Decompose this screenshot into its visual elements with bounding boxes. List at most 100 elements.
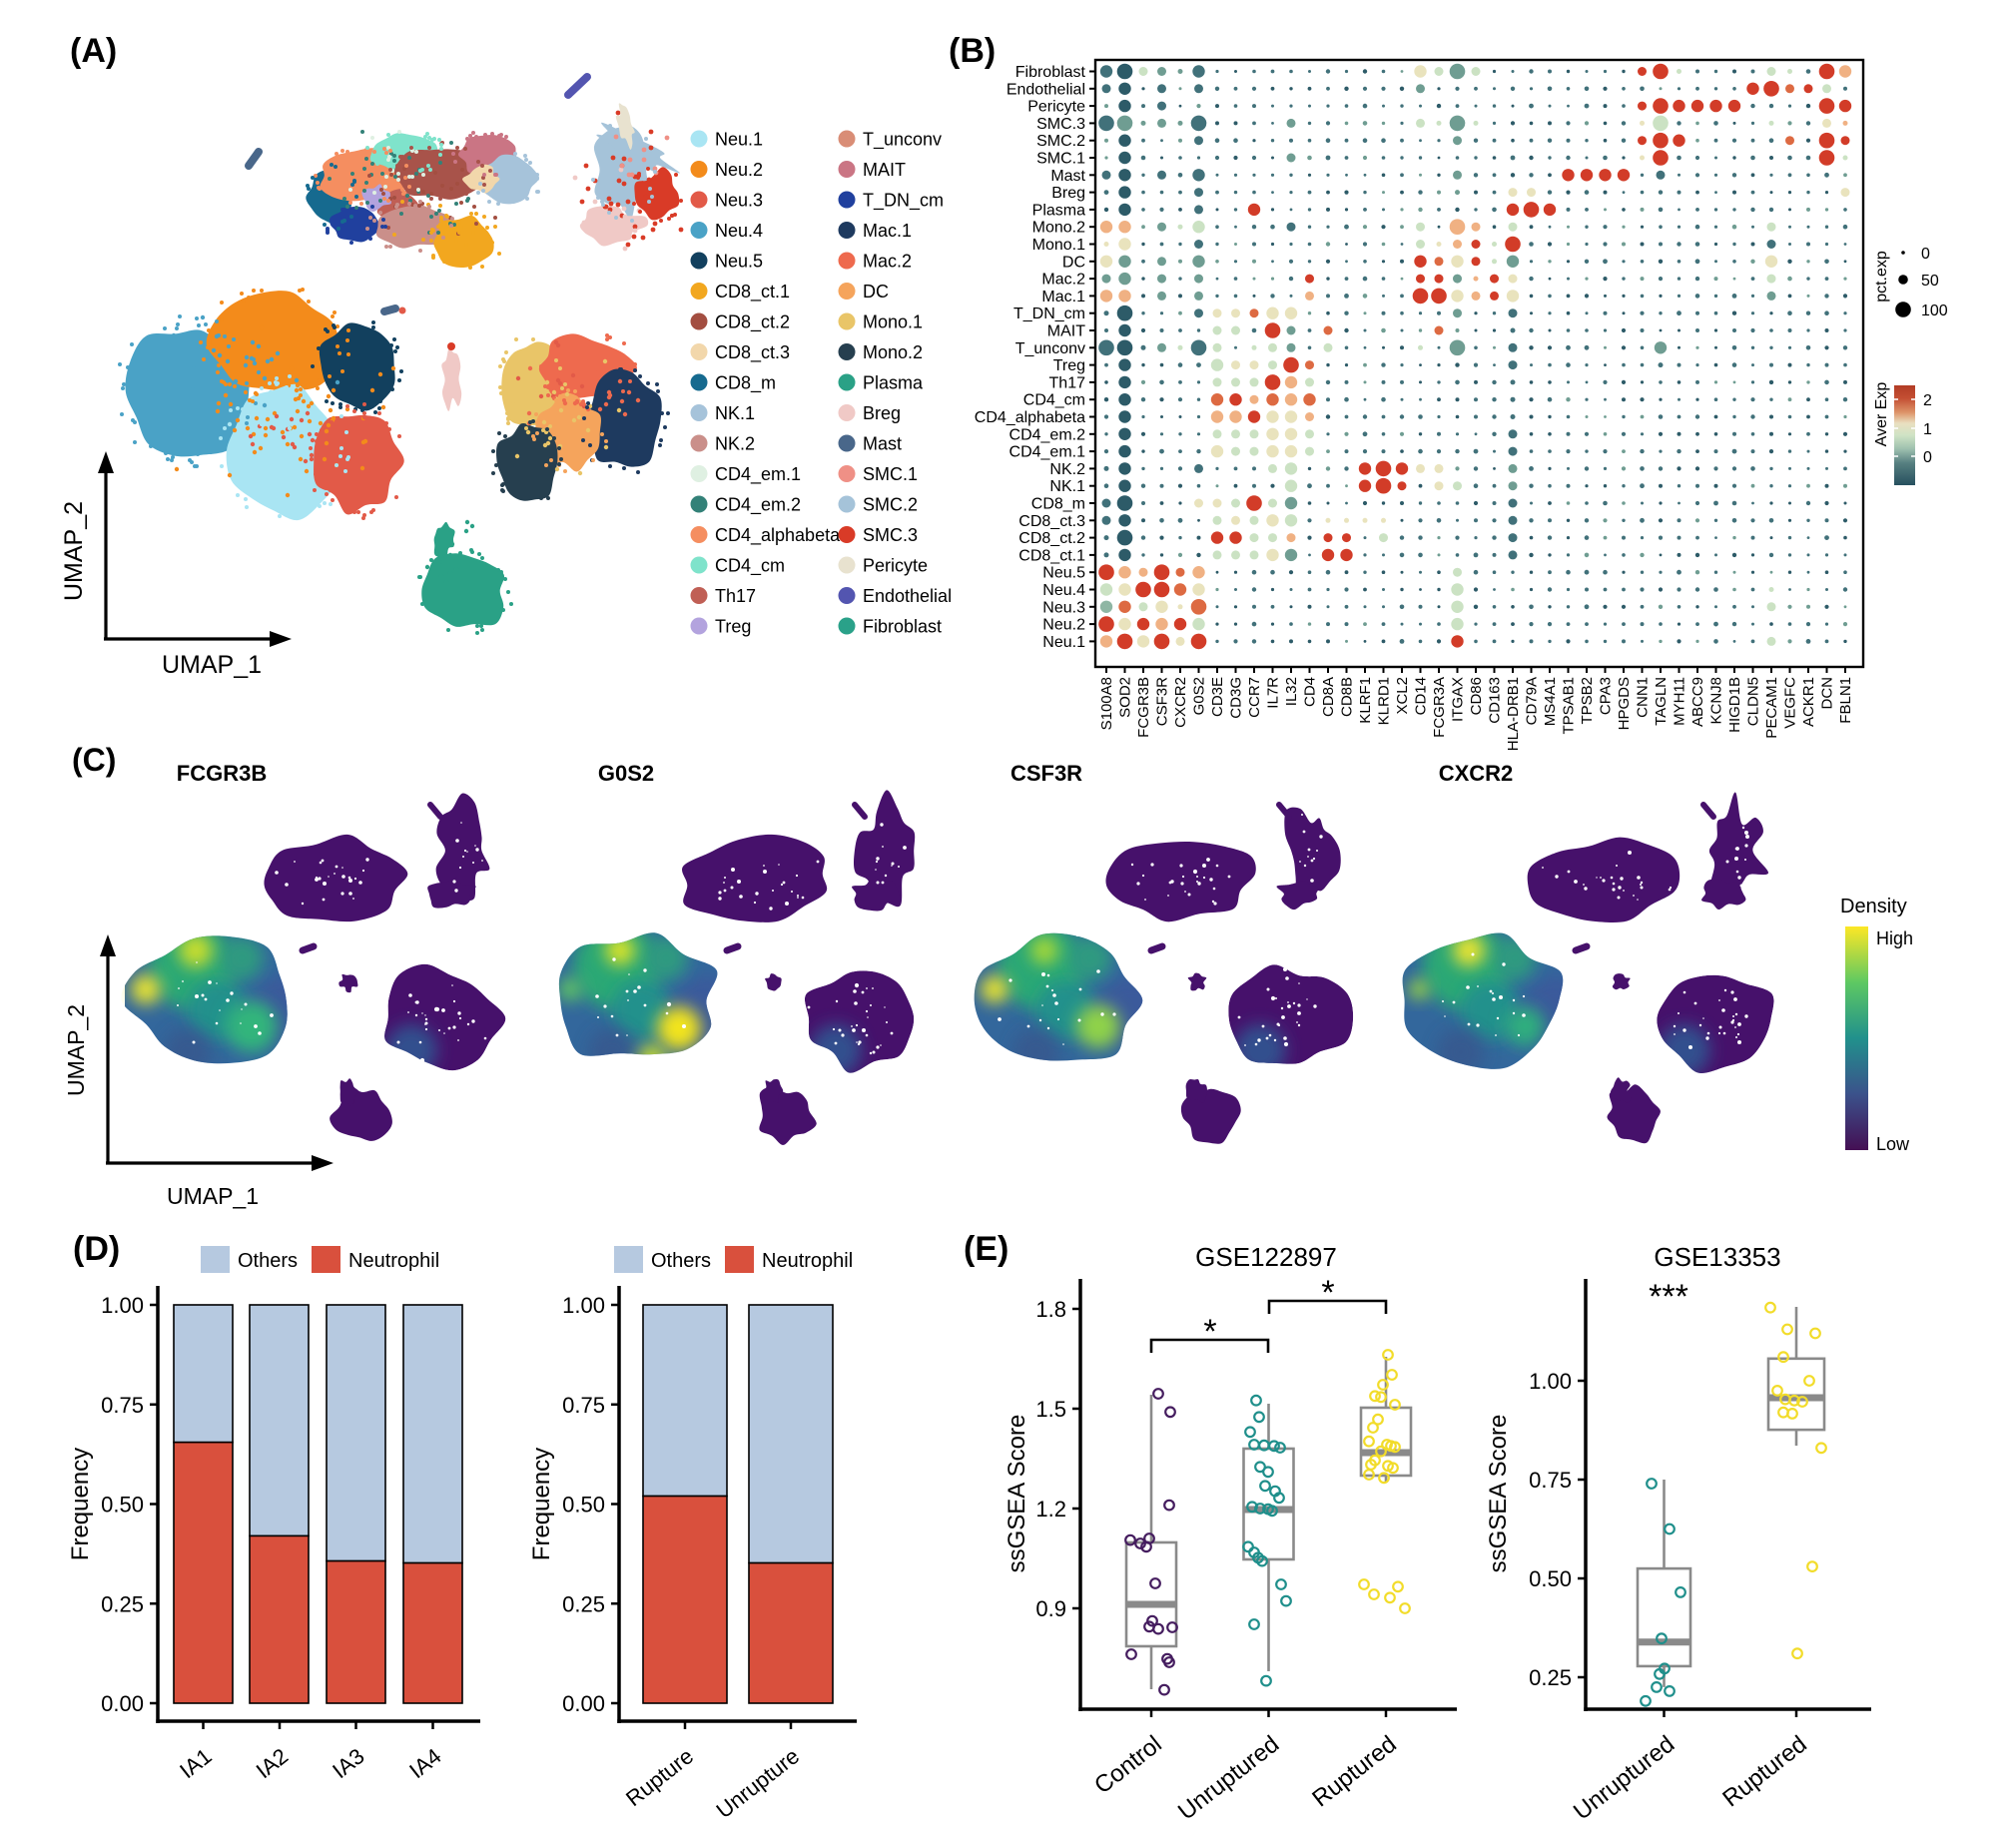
svg-text:CD4_em.1: CD4_em.1 bbox=[715, 464, 801, 485]
svg-text:CXCR2: CXCR2 bbox=[1172, 677, 1189, 728]
svg-text:TPSAB1: TPSAB1 bbox=[1561, 677, 1578, 735]
svg-text:1.00: 1.00 bbox=[1529, 1369, 1572, 1394]
svg-text:Neu.5: Neu.5 bbox=[1042, 565, 1085, 582]
svg-text:CD8_ct.3: CD8_ct.3 bbox=[1018, 513, 1085, 530]
svg-text:VEGFC: VEGFC bbox=[1782, 677, 1799, 729]
svg-text:Fibroblast: Fibroblast bbox=[1015, 64, 1086, 81]
svg-text:1.2: 1.2 bbox=[1035, 1497, 1066, 1522]
svg-text:CLDN5: CLDN5 bbox=[1745, 677, 1762, 726]
svg-text:(A): (A) bbox=[70, 32, 117, 70]
svg-text:FCGR3A: FCGR3A bbox=[1431, 677, 1448, 738]
svg-text:Fibroblast: Fibroblast bbox=[863, 617, 942, 637]
svg-text:0.50: 0.50 bbox=[562, 1493, 605, 1518]
svg-text:XCL2: XCL2 bbox=[1394, 677, 1411, 715]
svg-text:0.75: 0.75 bbox=[101, 1393, 144, 1418]
svg-text:0.25: 0.25 bbox=[562, 1591, 605, 1616]
svg-text:0.50: 0.50 bbox=[1529, 1566, 1572, 1591]
svg-text:SMC.1: SMC.1 bbox=[863, 464, 918, 484]
svg-text:T_unconv: T_unconv bbox=[863, 130, 942, 151]
svg-text:CD3G: CD3G bbox=[1228, 677, 1245, 719]
svg-text:SMC.2: SMC.2 bbox=[863, 495, 918, 515]
svg-text:Pericyte: Pericyte bbox=[1027, 99, 1085, 116]
svg-text:1.8: 1.8 bbox=[1035, 1297, 1066, 1322]
svg-text:PECAM1: PECAM1 bbox=[1763, 677, 1780, 739]
svg-text:CD86: CD86 bbox=[1468, 677, 1485, 715]
svg-text:KCNJ8: KCNJ8 bbox=[1708, 677, 1725, 725]
svg-text:Neu.3: Neu.3 bbox=[1042, 599, 1085, 616]
svg-text:T_DN_cm: T_DN_cm bbox=[1013, 305, 1085, 322]
svg-text:Breg: Breg bbox=[863, 403, 901, 423]
svg-text:100: 100 bbox=[1921, 303, 1948, 319]
svg-text:T_DN_cm: T_DN_cm bbox=[863, 191, 944, 212]
svg-text:2: 2 bbox=[1923, 392, 1932, 409]
svg-text:CD79A: CD79A bbox=[1524, 677, 1541, 725]
svg-text:SOD2: SOD2 bbox=[1117, 677, 1134, 718]
svg-text:1: 1 bbox=[1923, 421, 1932, 438]
svg-text:CD4_em.2: CD4_em.2 bbox=[1009, 426, 1086, 443]
svg-text:ITGAX: ITGAX bbox=[1450, 677, 1467, 722]
svg-text:Neu.4: Neu.4 bbox=[1042, 582, 1085, 599]
svg-text:NK.2: NK.2 bbox=[715, 434, 755, 454]
svg-text:UMAP_1: UMAP_1 bbox=[167, 1183, 259, 1209]
svg-text:Mono.1: Mono.1 bbox=[1032, 237, 1085, 254]
svg-text:CD4_alphabeta: CD4_alphabeta bbox=[975, 409, 1085, 426]
svg-text:TAGLN: TAGLN bbox=[1653, 677, 1670, 726]
svg-text:(C): (C) bbox=[72, 742, 116, 778]
svg-text:DCN: DCN bbox=[1819, 677, 1836, 710]
svg-text:SMC.3: SMC.3 bbox=[1036, 116, 1085, 133]
svg-text:Neu.2: Neu.2 bbox=[1042, 617, 1085, 634]
svg-text:0.9: 0.9 bbox=[1035, 1596, 1066, 1621]
svg-text:SMC.1: SMC.1 bbox=[1036, 151, 1085, 168]
svg-text:NK.1: NK.1 bbox=[1049, 478, 1085, 495]
svg-text:Plasma: Plasma bbox=[863, 373, 924, 393]
svg-text:CXCR2: CXCR2 bbox=[1439, 761, 1514, 786]
svg-text:CD8_m: CD8_m bbox=[715, 373, 776, 394]
svg-text:CD8_ct.1: CD8_ct.1 bbox=[715, 282, 790, 303]
svg-text:UMAP_1: UMAP_1 bbox=[162, 651, 262, 679]
svg-text:Neu.4: Neu.4 bbox=[715, 221, 763, 241]
svg-text:T_unconv: T_unconv bbox=[1015, 340, 1085, 357]
svg-text:IL7R: IL7R bbox=[1265, 677, 1282, 709]
svg-text:CD163: CD163 bbox=[1487, 677, 1504, 724]
svg-text:50: 50 bbox=[1921, 273, 1939, 290]
svg-text:Neutrophil: Neutrophil bbox=[348, 1250, 439, 1272]
svg-text:NK.1: NK.1 bbox=[715, 403, 755, 423]
svg-text:CD4_alphabeta: CD4_alphabeta bbox=[715, 525, 841, 546]
svg-text:Mono.2: Mono.2 bbox=[863, 342, 923, 362]
svg-text:0.75: 0.75 bbox=[1529, 1468, 1572, 1493]
svg-text:ACKR1: ACKR1 bbox=[1800, 677, 1817, 727]
svg-text:GSE122897: GSE122897 bbox=[1195, 1242, 1337, 1272]
svg-text:MS4A1: MS4A1 bbox=[1542, 677, 1559, 726]
svg-text:KLRF1: KLRF1 bbox=[1357, 677, 1374, 724]
svg-text:1.00: 1.00 bbox=[562, 1293, 605, 1318]
svg-text:CD8_m: CD8_m bbox=[1031, 496, 1085, 513]
svg-text:1.00: 1.00 bbox=[101, 1293, 144, 1318]
svg-text:Neu.1: Neu.1 bbox=[1042, 634, 1085, 651]
svg-text:Plasma: Plasma bbox=[1032, 202, 1085, 219]
svg-text:CD8B: CD8B bbox=[1339, 677, 1356, 717]
svg-text:0.25: 0.25 bbox=[101, 1591, 144, 1616]
svg-text:ABCC9: ABCC9 bbox=[1689, 677, 1706, 727]
svg-text:0: 0 bbox=[1921, 246, 1930, 263]
svg-text:Low: Low bbox=[1876, 1134, 1910, 1154]
svg-text:*: * bbox=[1321, 1274, 1334, 1312]
svg-text:SMC.3: SMC.3 bbox=[863, 525, 918, 545]
svg-text:G0S2: G0S2 bbox=[1191, 677, 1208, 715]
svg-text:Treg: Treg bbox=[1053, 357, 1085, 374]
svg-text:Breg: Breg bbox=[1051, 185, 1085, 202]
svg-text:High: High bbox=[1876, 928, 1913, 948]
svg-text:CD8_ct.3: CD8_ct.3 bbox=[715, 342, 790, 363]
svg-text:MAIT: MAIT bbox=[1047, 323, 1085, 340]
svg-text:CSF3R: CSF3R bbox=[1010, 761, 1082, 786]
svg-text:CD4: CD4 bbox=[1302, 677, 1319, 707]
svg-text:Mast: Mast bbox=[1050, 168, 1085, 185]
svg-text:CD14: CD14 bbox=[1413, 677, 1430, 715]
svg-text:CD8_ct.2: CD8_ct.2 bbox=[1018, 530, 1085, 547]
svg-text:Mac.2: Mac.2 bbox=[863, 252, 912, 272]
svg-text:HLA-DRB1: HLA-DRB1 bbox=[1505, 677, 1522, 751]
svg-text:0.50: 0.50 bbox=[101, 1493, 144, 1518]
svg-text:0.25: 0.25 bbox=[1529, 1665, 1572, 1690]
svg-text:Treg: Treg bbox=[715, 617, 751, 637]
svg-text:HPGDS: HPGDS bbox=[1616, 677, 1633, 730]
svg-text:KLRD1: KLRD1 bbox=[1376, 677, 1393, 725]
